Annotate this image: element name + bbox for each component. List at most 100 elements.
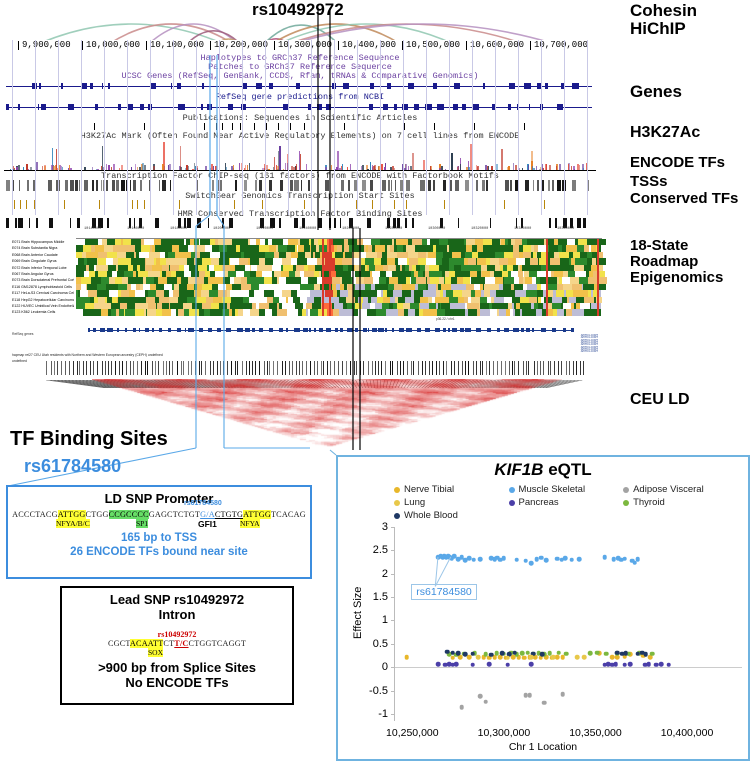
encode-tf-block[interactable] [433,180,435,191]
gene-exon[interactable] [508,104,512,110]
gene-exon[interactable] [483,83,485,89]
data-point[interactable] [478,694,483,699]
data-point[interactable] [494,651,499,656]
data-point[interactable] [544,558,549,563]
encode-tf-block[interactable] [170,180,171,191]
gene-exon[interactable] [61,83,63,89]
encode-tf-block[interactable] [6,180,10,191]
encode-tf-block[interactable] [212,180,214,191]
data-point[interactable] [595,650,600,655]
data-point[interactable] [563,556,568,561]
gene-exon[interactable] [387,83,391,89]
encode-tf-block[interactable] [486,180,487,191]
tss-mark[interactable] [406,200,407,209]
publication-tick[interactable] [222,123,223,130]
encode-tf-block[interactable] [140,180,142,191]
data-point[interactable] [513,650,518,655]
gene-exon[interactable] [369,104,373,110]
encode-tf-block[interactable] [106,180,108,191]
data-point[interactable] [500,651,505,656]
encode-tf-block[interactable] [259,180,262,191]
data-point[interactable] [635,557,640,562]
tss-mark[interactable] [394,200,395,209]
encode-tf-block[interactable] [533,180,534,191]
data-point[interactable] [476,655,481,660]
data-point[interactable] [524,558,529,563]
ucsc-genes-track[interactable] [4,80,596,92]
data-point[interactable] [529,655,534,660]
data-point[interactable] [445,650,450,655]
publication-tick[interactable] [344,123,345,130]
publication-tick[interactable] [266,123,267,130]
encode-tf-block[interactable] [19,180,20,191]
data-point[interactable] [456,651,461,656]
gene-exon[interactable] [437,104,444,110]
encode-tf-block[interactable] [395,180,396,191]
encode-tf-block[interactable] [465,180,469,191]
encode-tf-block[interactable] [162,180,166,191]
publication-tick[interactable] [144,123,145,130]
encode-tf-block[interactable] [308,180,311,191]
gene-exon[interactable] [41,104,45,110]
data-point[interactable] [470,651,475,656]
encode-tf-block[interactable] [130,180,132,191]
legend-item-lung[interactable]: Lung [394,497,509,508]
gene-exon[interactable] [90,83,93,89]
encode-tf-block[interactable] [510,180,512,191]
data-point[interactable] [514,557,519,562]
data-point[interactable] [520,651,525,656]
gene-exon[interactable] [414,104,419,110]
gene-exon[interactable] [108,83,109,89]
encode-tf-block[interactable] [96,180,98,191]
gene-exon[interactable] [462,104,467,110]
encode-tf-block[interactable] [443,180,446,191]
gene-exon[interactable] [127,104,133,110]
data-point[interactable] [483,700,488,705]
tss-mark[interactable] [544,200,545,209]
data-point[interactable] [628,662,633,667]
data-point[interactable] [405,655,410,660]
gene-exon[interactable] [95,104,98,110]
data-point[interactable] [463,652,468,657]
data-point[interactable] [650,651,655,656]
h3k27ac-track[interactable] [4,140,596,171]
encode-tf-block[interactable] [552,180,554,191]
encode-tf-block[interactable] [290,180,293,191]
encode-tf-block[interactable] [482,180,485,191]
publication-tick[interactable] [290,123,291,130]
gene-exon[interactable] [140,104,145,110]
data-point[interactable] [505,656,510,661]
encode-tf-block[interactable] [370,180,373,191]
encode-tf-block[interactable] [121,180,124,191]
gene-exon[interactable] [296,83,301,89]
legend-item-thyroid[interactable]: Thyroid [623,497,738,508]
data-point[interactable] [502,556,507,561]
gene-exon[interactable] [38,104,40,110]
tss-mark[interactable] [262,200,263,209]
tss-mark[interactable] [132,200,133,209]
encode-tf-block[interactable] [75,180,78,191]
data-point[interactable] [527,693,532,698]
encode-tf-block[interactable] [280,180,283,191]
data-point[interactable] [505,663,510,668]
encode-tf-block[interactable] [548,180,551,191]
encode-tf-track[interactable] [4,180,596,191]
refseq-genes-track[interactable] [4,101,596,113]
data-point[interactable] [560,692,565,697]
encode-tf-block[interactable] [79,180,80,191]
data-point[interactable] [615,655,620,660]
encode-tf-block[interactable] [476,180,478,191]
gene-exon[interactable] [370,83,375,89]
gene-exon[interactable] [572,83,579,89]
encode-tf-block[interactable] [84,180,88,191]
publication-tick[interactable] [278,123,279,130]
encode-tf-block[interactable] [428,180,432,191]
gene-exon[interactable] [6,104,9,110]
data-point[interactable] [489,652,494,657]
encode-tf-block[interactable] [159,180,160,191]
data-point[interactable] [659,662,664,667]
